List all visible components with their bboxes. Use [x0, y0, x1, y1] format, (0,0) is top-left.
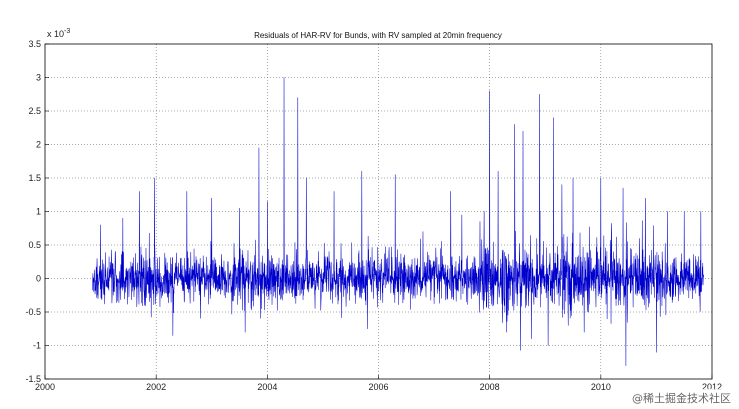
x-tick-label: 2002 [146, 382, 166, 392]
watermark: @稀土掘金技术社区 [628, 389, 735, 407]
x-tick-label: 2008 [480, 382, 500, 392]
y-tick-label: 0 [36, 274, 41, 284]
x-tick-label: 2000 [35, 382, 55, 392]
y-tick-label: -1.5 [25, 374, 41, 384]
y-axis-ticks: 3.5 3 2.5 2 1.5 1 0.5 0 -0.5 -1 -1.5 [25, 39, 49, 384]
y-exponent-power: -3 [64, 28, 70, 35]
y-tick-label: 3.5 [28, 39, 41, 49]
y-tick-label: -0.5 [25, 307, 41, 317]
y-exponent-label: x 10-3 [47, 28, 70, 39]
y-tick-label: 1.5 [28, 173, 41, 183]
y-tick-label: 0.5 [28, 240, 41, 250]
x-axis-ticks: 2000 2002 2004 2006 2008 2010 2012 [35, 375, 722, 392]
x-tick-label: 2004 [257, 382, 277, 392]
series-line-residuals [91, 77, 704, 366]
y-tick-label: 3 [36, 73, 41, 83]
series-residuals [91, 77, 704, 366]
x-tick-label: 2012 [702, 382, 722, 392]
y-tick-label: 1 [36, 207, 41, 217]
y-tick-label: 2 [36, 140, 41, 150]
y-tick-label: 2.5 [28, 106, 41, 116]
x-tick-label: 2006 [368, 382, 388, 392]
x-tick-label: 2010 [591, 382, 611, 392]
y-tick-label: -1 [33, 341, 41, 351]
y-exponent-base: x 10 [47, 29, 64, 39]
chart-title: Residuals of HAR-RV for Bunds, with RV s… [254, 31, 502, 40]
